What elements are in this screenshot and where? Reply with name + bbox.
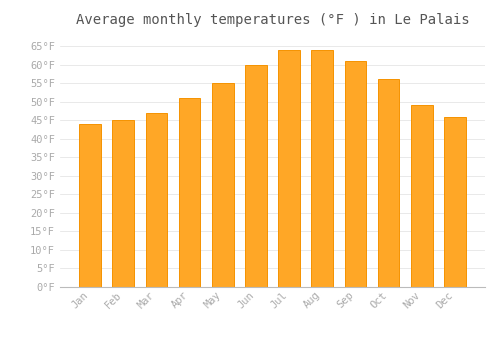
Bar xyxy=(278,50,300,287)
Bar xyxy=(344,61,366,287)
Bar xyxy=(411,105,432,287)
Bar xyxy=(212,83,234,287)
Bar xyxy=(444,117,466,287)
Title: Average monthly temperatures (°F ) in Le Palais: Average monthly temperatures (°F ) in Le… xyxy=(76,13,469,27)
Bar xyxy=(80,124,101,287)
Bar xyxy=(179,98,201,287)
Bar xyxy=(312,50,333,287)
Bar xyxy=(245,65,266,287)
Bar xyxy=(378,79,400,287)
Bar xyxy=(146,113,167,287)
Bar xyxy=(112,120,134,287)
